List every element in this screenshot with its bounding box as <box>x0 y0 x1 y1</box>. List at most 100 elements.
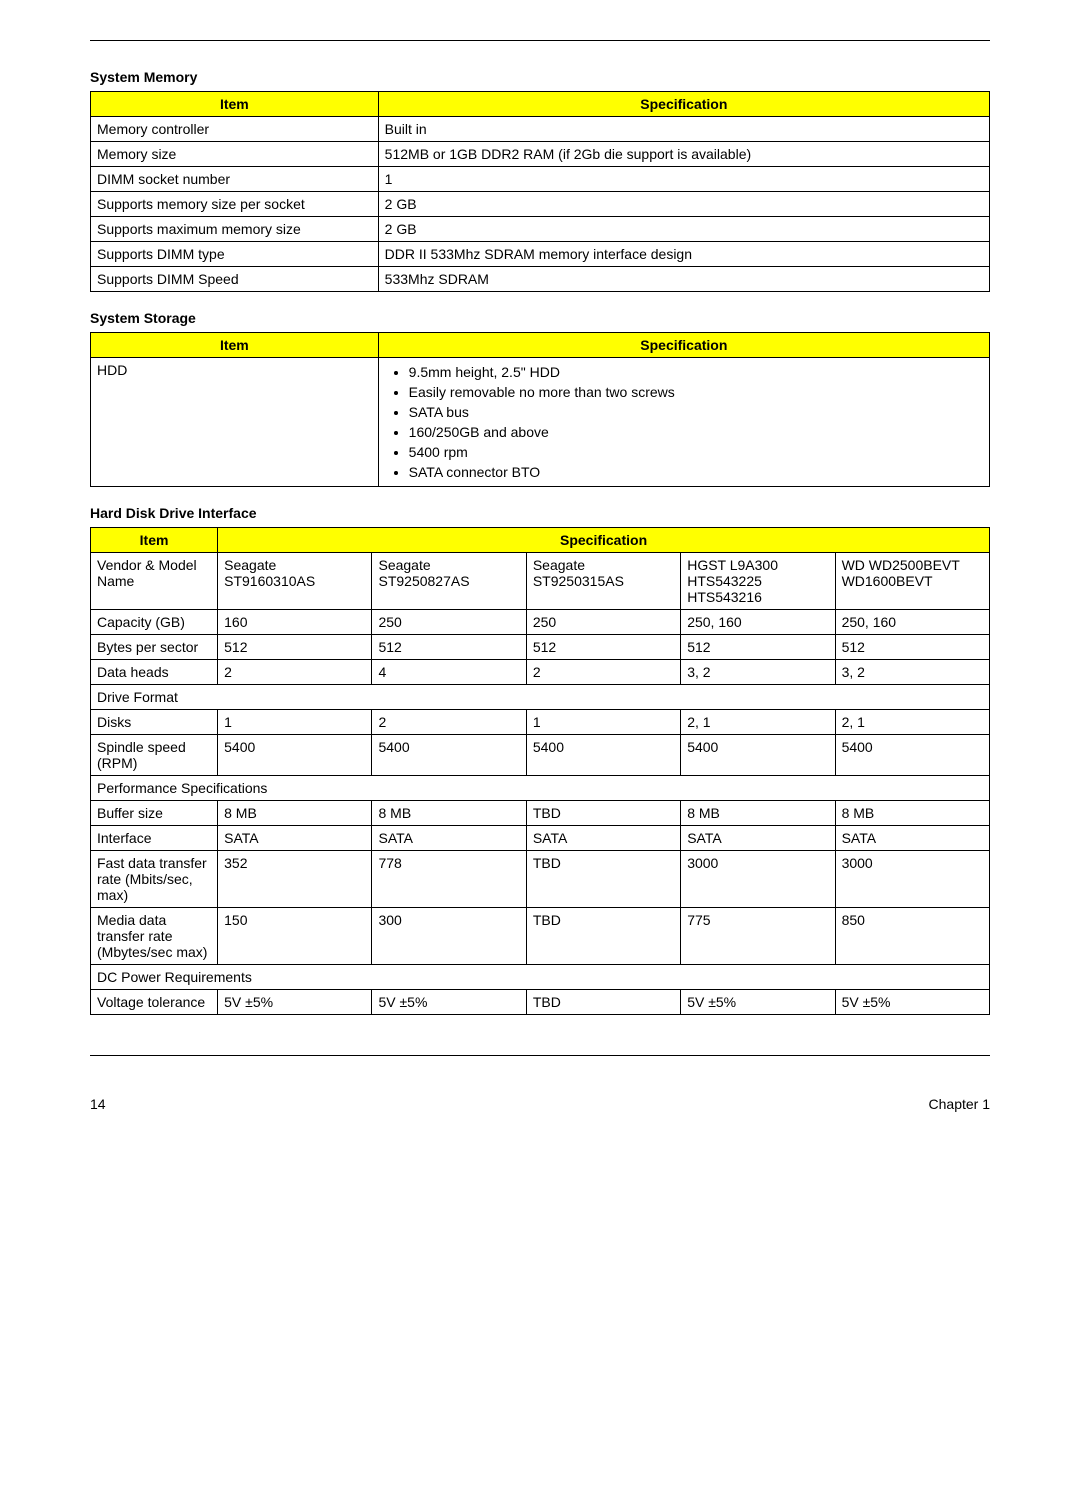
col-header-spec: Specification <box>218 528 990 553</box>
top-rule <box>90 40 990 41</box>
cell: DIMM socket number <box>91 167 379 192</box>
cell: TBD <box>526 990 680 1015</box>
col-header-spec: Specification <box>378 333 989 358</box>
cell-item: HDD <box>91 358 379 487</box>
cell: 1 <box>526 710 680 735</box>
cell: 512 <box>218 635 372 660</box>
table-row: Drive Format <box>91 685 990 710</box>
table-row: Performance Specifications <box>91 776 990 801</box>
table-row: Disks1212, 12, 1 <box>91 710 990 735</box>
chapter-label: Chapter 1 <box>929 1096 990 1112</box>
table-row: Supports maximum memory size2 GB <box>91 217 990 242</box>
cell: 300 <box>372 908 526 965</box>
list-item: 160/250GB and above <box>409 422 983 442</box>
span-cell: Drive Format <box>91 685 990 710</box>
cell: Capacity (GB) <box>91 610 218 635</box>
cell: Memory controller <box>91 117 379 142</box>
table-row: Spindle speed (RPM)54005400540054005400 <box>91 735 990 776</box>
cell: 5400 <box>526 735 680 776</box>
cell: Bytes per sector <box>91 635 218 660</box>
cell: Supports memory size per socket <box>91 192 379 217</box>
cell: Spindle speed (RPM) <box>91 735 218 776</box>
table-row: Capacity (GB)160250250250, 160250, 160 <box>91 610 990 635</box>
cell: 512 <box>835 635 989 660</box>
cell: 5V ±5% <box>681 990 835 1015</box>
cell: 5V ±5% <box>372 990 526 1015</box>
storage-table: Item Specification HDD 9.5mm height, 2.5… <box>90 332 990 487</box>
table-row: Supports DIMM Speed533Mhz SDRAM <box>91 267 990 292</box>
cell: 5400 <box>681 735 835 776</box>
section-title-hdd: Hard Disk Drive Interface <box>90 505 990 521</box>
table-row: Data heads2423, 23, 2 <box>91 660 990 685</box>
table-row: Memory size512MB or 1GB DDR2 RAM (if 2Gb… <box>91 142 990 167</box>
cell: 2, 1 <box>835 710 989 735</box>
bottom-rule <box>90 1055 990 1056</box>
cell: 150 <box>218 908 372 965</box>
col-header-spec: Specification <box>378 92 989 117</box>
cell: Seagate ST9250827AS <box>372 553 526 610</box>
table-row: DIMM socket number1 <box>91 167 990 192</box>
cell: Voltage tolerance <box>91 990 218 1015</box>
cell-spec: 9.5mm height, 2.5" HDDEasily removable n… <box>378 358 989 487</box>
table-row: Media data transfer rate (Mbytes/sec max… <box>91 908 990 965</box>
cell: 3000 <box>835 851 989 908</box>
list-item: 5400 rpm <box>409 442 983 462</box>
cell: TBD <box>526 801 680 826</box>
cell: 512 <box>372 635 526 660</box>
table-row: InterfaceSATASATASATASATASATA <box>91 826 990 851</box>
table-row: Bytes per sector512512512512512 <box>91 635 990 660</box>
cell: 250, 160 <box>681 610 835 635</box>
col-header-item: Item <box>91 333 379 358</box>
col-header-item: Item <box>91 528 218 553</box>
cell: SATA <box>681 826 835 851</box>
table-row: Memory controllerBuilt in <box>91 117 990 142</box>
list-item: Easily removable no more than two screws <box>409 382 983 402</box>
cell: 3000 <box>681 851 835 908</box>
cell: Supports DIMM Speed <box>91 267 379 292</box>
cell: 775 <box>681 908 835 965</box>
table-row: DC Power Requirements <box>91 965 990 990</box>
footer: 14 Chapter 1 <box>90 1096 990 1112</box>
cell: 5400 <box>835 735 989 776</box>
cell: 3, 2 <box>835 660 989 685</box>
cell: 512 <box>526 635 680 660</box>
cell: 2 <box>218 660 372 685</box>
list-item: SATA bus <box>409 402 983 422</box>
memory-table: Item Specification Memory controllerBuil… <box>90 91 990 292</box>
table-row: Buffer size8 MB8 MBTBD8 MB8 MB <box>91 801 990 826</box>
cell: 250 <box>526 610 680 635</box>
cell: 2, 1 <box>681 710 835 735</box>
cell: 3, 2 <box>681 660 835 685</box>
table-row: Fast data transfer rate (Mbits/sec, max)… <box>91 851 990 908</box>
cell: 5V ±5% <box>835 990 989 1015</box>
cell: 4 <box>372 660 526 685</box>
section-title-storage: System Storage <box>90 310 990 326</box>
table-row: HDD 9.5mm height, 2.5" HDDEasily removab… <box>91 358 990 487</box>
cell: DDR II 533Mhz SDRAM memory interface des… <box>378 242 989 267</box>
cell: 850 <box>835 908 989 965</box>
cell: Interface <box>91 826 218 851</box>
cell: 2 <box>526 660 680 685</box>
cell: SATA <box>526 826 680 851</box>
cell: 8 MB <box>218 801 372 826</box>
spec-list: 9.5mm height, 2.5" HDDEasily removable n… <box>385 362 983 482</box>
cell: Data heads <box>91 660 218 685</box>
cell: 512 <box>681 635 835 660</box>
cell: TBD <box>526 851 680 908</box>
cell: Built in <box>378 117 989 142</box>
cell: 5400 <box>218 735 372 776</box>
cell: 512MB or 1GB DDR2 RAM (if 2Gb die suppor… <box>378 142 989 167</box>
cell: Media data transfer rate (Mbytes/sec max… <box>91 908 218 965</box>
cell: SATA <box>372 826 526 851</box>
cell: 8 MB <box>372 801 526 826</box>
cell: 2 GB <box>378 192 989 217</box>
cell: WD WD2500BEVT WD1600BEVT <box>835 553 989 610</box>
cell: 352 <box>218 851 372 908</box>
cell: 778 <box>372 851 526 908</box>
cell: Disks <box>91 710 218 735</box>
cell: Seagate ST9250315AS <box>526 553 680 610</box>
cell: 1 <box>378 167 989 192</box>
cell: 5400 <box>372 735 526 776</box>
hdd-table: Item Specification Vendor & Model NameSe… <box>90 527 990 1015</box>
cell: 2 <box>372 710 526 735</box>
